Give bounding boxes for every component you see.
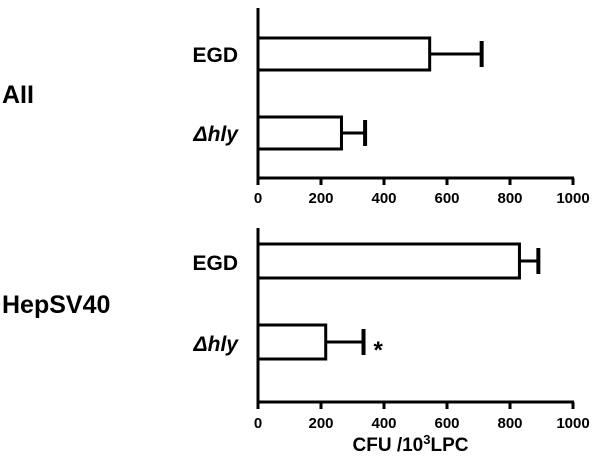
x-tick-label: 400 xyxy=(371,415,396,432)
category-label: EGD xyxy=(192,252,238,275)
category-label: EGD xyxy=(192,44,238,67)
group-label: AII xyxy=(2,81,34,109)
x-tick-label: 200 xyxy=(308,190,333,207)
bar xyxy=(256,323,328,361)
x-tick-label: 1000 xyxy=(556,190,589,207)
category-label: Δhly xyxy=(193,123,240,146)
x-axis-title: CFU /103LPC xyxy=(353,432,469,456)
x-tick-label: 600 xyxy=(434,190,459,207)
x-tick-label: 1000 xyxy=(556,415,589,432)
x-tick-label: 800 xyxy=(497,190,522,207)
significance-marker: * xyxy=(374,337,384,364)
x-tick-label: 600 xyxy=(434,415,459,432)
x-tick-label: 200 xyxy=(308,415,333,432)
bar xyxy=(256,36,432,72)
group-label: HepSV40 xyxy=(2,291,110,319)
x-tick-label: 400 xyxy=(371,190,396,207)
bar xyxy=(256,242,521,280)
chart-panel-2: HepSV40 0 200 400 600 800 1000 EGD Δhly * xyxy=(2,228,590,432)
chart-panel-1: AII 0 200 400 600 800 1000 EGD Δhly xyxy=(2,8,590,207)
x-tick-label: 0 xyxy=(254,415,262,432)
x-tick-label: 800 xyxy=(497,415,522,432)
x-tick-label: 0 xyxy=(254,190,262,207)
category-label: Δhly xyxy=(193,333,240,356)
bar xyxy=(256,115,343,151)
